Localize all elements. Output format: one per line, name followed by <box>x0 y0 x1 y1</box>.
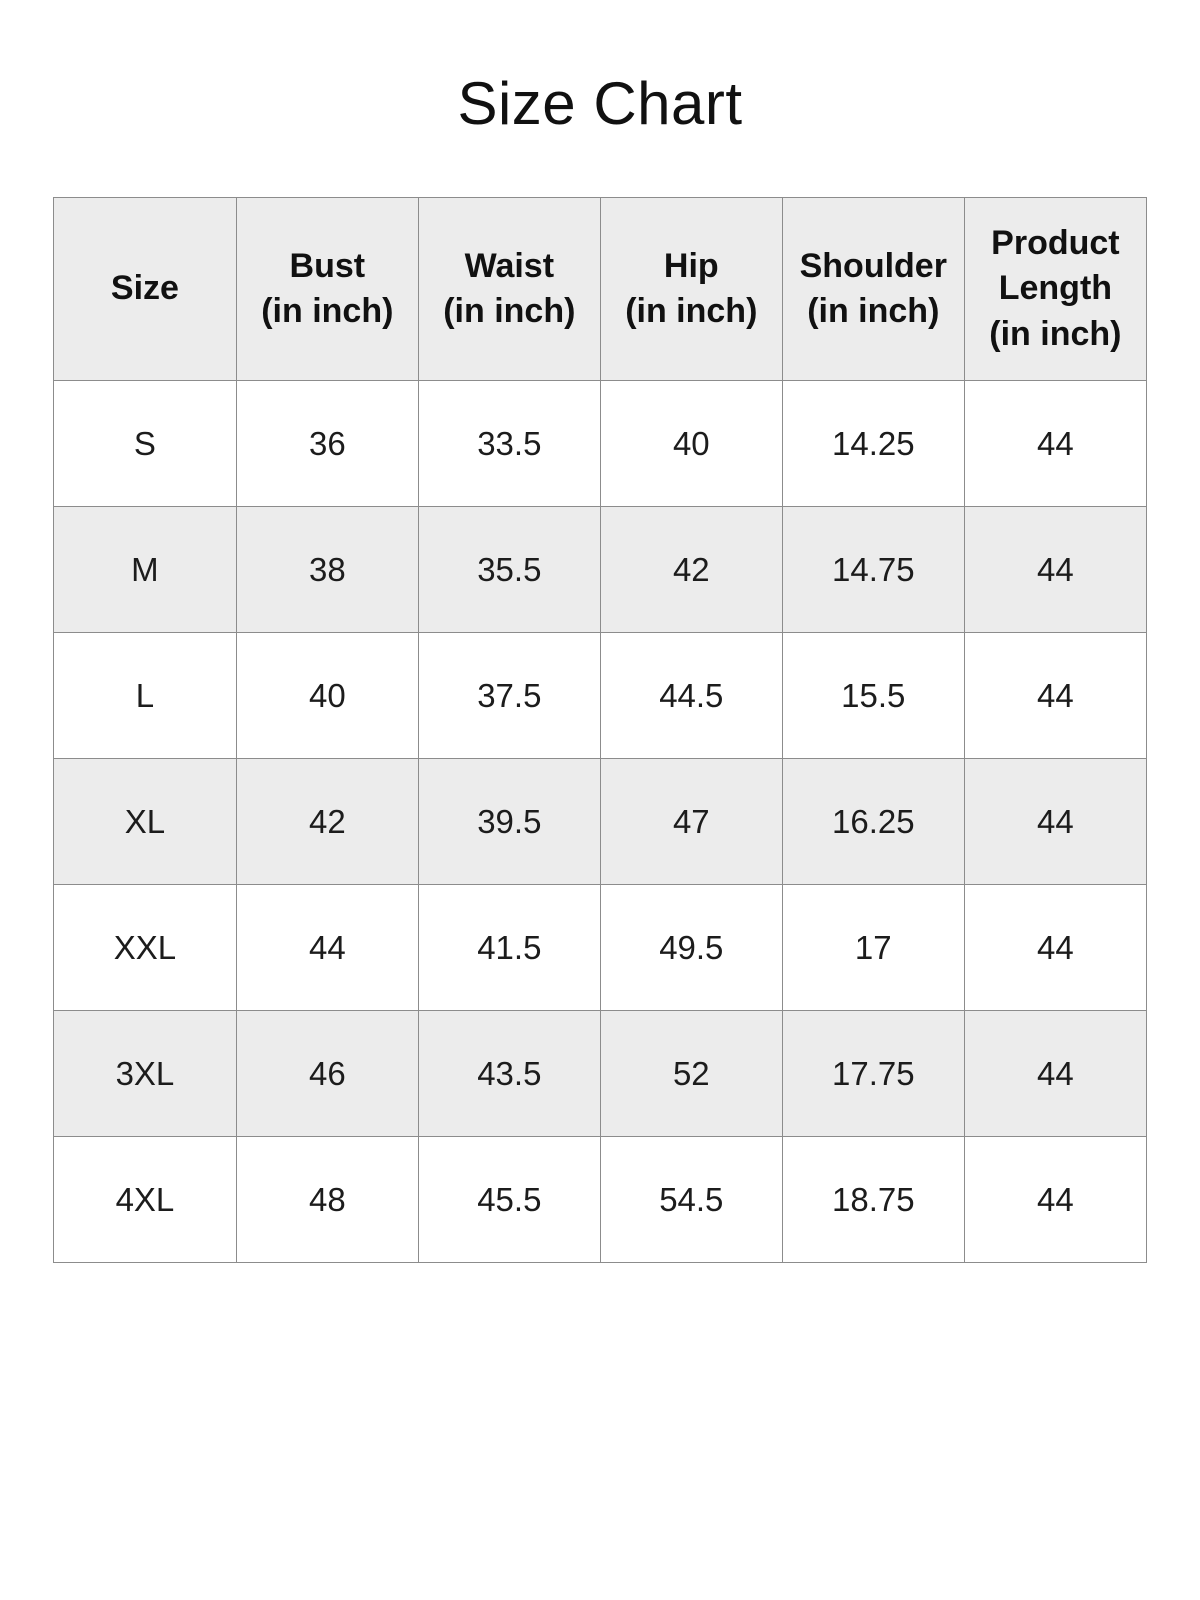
hip-cell: 44.5 <box>599 632 783 759</box>
waist-cell: 45.5 <box>417 1136 601 1263</box>
waist-cell: 37.5 <box>417 632 601 759</box>
hip-cell: 49.5 <box>599 884 783 1011</box>
header-cell-size: Size <box>53 197 237 381</box>
bust-cell: 48 <box>235 1136 419 1263</box>
size-cell: S <box>53 380 237 507</box>
size-cell: XXL <box>53 884 237 1011</box>
product-length-cell: 44 <box>963 758 1148 885</box>
table-header: Size Bust (in inch) Waist (in inch) Hip … <box>53 197 1148 381</box>
header-cell-product-length: Product Length (in inch) <box>963 197 1148 381</box>
bust-cell: 46 <box>235 1010 419 1137</box>
header-cell-hip: Hip (in inch) <box>599 197 783 381</box>
waist-cell: 39.5 <box>417 758 601 885</box>
bust-cell: 42 <box>235 758 419 885</box>
shoulder-cell: 14.75 <box>781 506 965 633</box>
bust-cell: 40 <box>235 632 419 759</box>
product-length-cell: 44 <box>963 506 1148 633</box>
size-cell: XL <box>53 758 237 885</box>
table-row-xxl: XXL 44 41.5 49.5 17 44 <box>53 884 1148 1011</box>
waist-cell: 35.5 <box>417 506 601 633</box>
table-row-m: M 38 35.5 42 14.75 44 <box>53 506 1148 633</box>
product-length-cell: 44 <box>963 1010 1148 1137</box>
shoulder-cell: 16.25 <box>781 758 965 885</box>
table-row-3xl: 3XL 46 43.5 52 17.75 44 <box>53 1010 1148 1137</box>
shoulder-cell: 18.75 <box>781 1136 965 1263</box>
bust-cell: 36 <box>235 380 419 507</box>
page-title: Size Chart <box>457 70 743 137</box>
header-cell-bust: Bust (in inch) <box>235 197 419 381</box>
hip-cell: 52 <box>599 1010 783 1137</box>
bust-cell: 44 <box>235 884 419 1011</box>
table-row-s: S 36 33.5 40 14.25 44 <box>53 380 1148 507</box>
product-length-cell: 44 <box>963 632 1148 759</box>
shoulder-cell: 14.25 <box>781 380 965 507</box>
shoulder-cell: 17.75 <box>781 1010 965 1137</box>
table-body: S 36 33.5 40 14.25 44 M 38 35.5 42 14.75… <box>53 380 1148 1263</box>
size-cell: L <box>53 632 237 759</box>
hip-cell: 54.5 <box>599 1136 783 1263</box>
size-cell: 3XL <box>53 1010 237 1137</box>
bust-cell: 38 <box>235 506 419 633</box>
shoulder-cell: 15.5 <box>781 632 965 759</box>
hip-cell: 40 <box>599 380 783 507</box>
hip-cell: 47 <box>599 758 783 885</box>
size-cell: M <box>53 506 237 633</box>
size-cell: 4XL <box>53 1136 237 1263</box>
waist-cell: 33.5 <box>417 380 601 507</box>
header-cell-waist: Waist (in inch) <box>417 197 601 381</box>
table-row-4xl: 4XL 48 45.5 54.5 18.75 44 <box>53 1136 1148 1263</box>
hip-cell: 42 <box>599 506 783 633</box>
shoulder-cell: 17 <box>781 884 965 1011</box>
product-length-cell: 44 <box>963 1136 1148 1263</box>
product-length-cell: 44 <box>963 380 1148 507</box>
table-row-l: L 40 37.5 44.5 15.5 44 <box>53 632 1148 759</box>
waist-cell: 43.5 <box>417 1010 601 1137</box>
waist-cell: 41.5 <box>417 884 601 1011</box>
header-row: Size Bust (in inch) Waist (in inch) Hip … <box>53 197 1148 381</box>
table-row-xl: XL 42 39.5 47 16.25 44 <box>53 758 1148 885</box>
product-length-cell: 44 <box>963 884 1148 1011</box>
header-cell-shoulder: Shoulder (in inch) <box>781 197 965 381</box>
size-chart-table: Size Bust (in inch) Waist (in inch) Hip … <box>53 197 1148 1263</box>
